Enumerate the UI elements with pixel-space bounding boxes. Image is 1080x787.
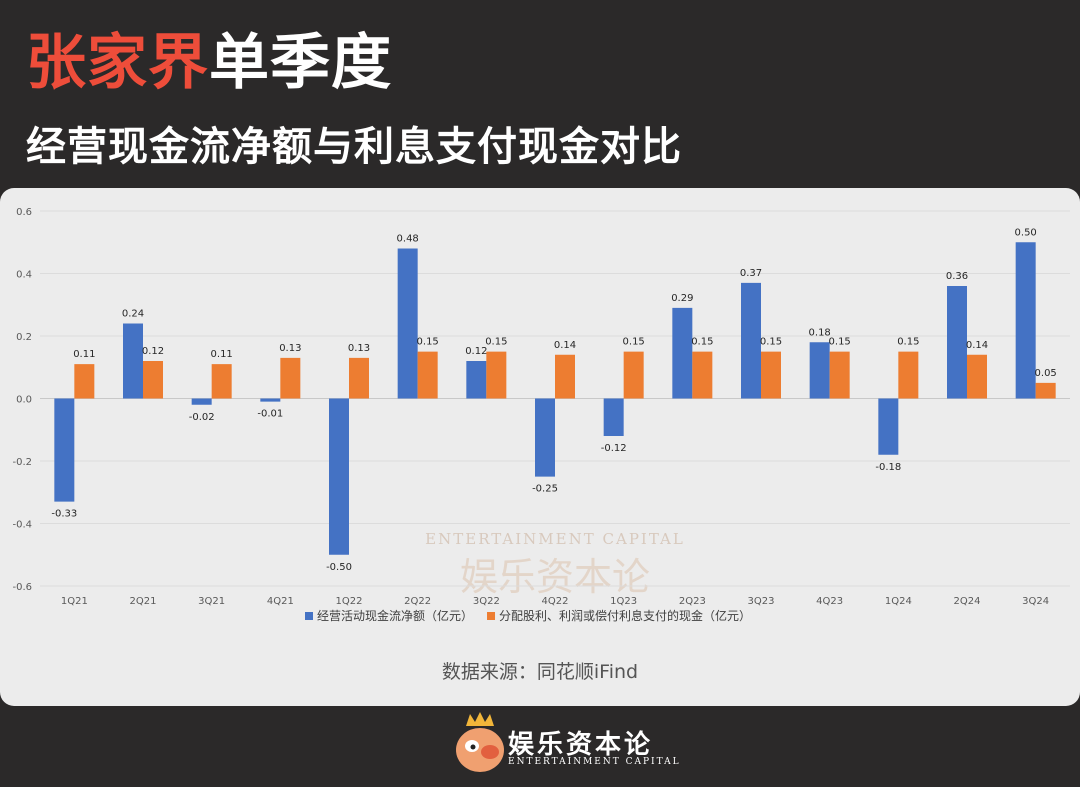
- bar-operating-cashflow: [329, 398, 349, 555]
- data-label: 0.11: [211, 349, 233, 360]
- data-label: -0.02: [189, 412, 215, 423]
- data-label: 0.15: [897, 337, 919, 348]
- data-label: -0.50: [326, 562, 352, 573]
- x-tick-label: 4Q23: [816, 596, 843, 607]
- data-label: 0.24: [122, 309, 144, 320]
- bar-operating-cashflow: [878, 398, 899, 455]
- x-tick-label: 2Q23: [679, 596, 706, 607]
- data-label: 0.12: [465, 346, 487, 357]
- data-label: 0.15: [485, 337, 507, 348]
- bar-interest-paid: [692, 351, 713, 399]
- bar-interest-paid: [555, 354, 575, 399]
- bar-operating-cashflow: [260, 398, 281, 402]
- bar-operating-cashflow: [123, 323, 143, 399]
- data-label: -0.01: [257, 409, 283, 420]
- header: 张家界单季度 经营现金流净额与利息支付现金对比: [26, 22, 681, 170]
- data-label: 0.15: [829, 337, 851, 348]
- bar-interest-paid: [761, 351, 781, 399]
- data-label: -0.18: [875, 462, 901, 473]
- footer-brand-sub: ENTERTAINMENT CAPITAL: [508, 757, 681, 767]
- bar-operating-cashflow: [397, 248, 418, 399]
- bar-interest-paid: [623, 351, 644, 399]
- bar-operating-cashflow: [947, 286, 967, 399]
- x-tick-label: 1Q24: [885, 596, 912, 607]
- y-tick-label: 0.0: [16, 395, 32, 406]
- x-tick-label: 2Q24: [954, 596, 981, 607]
- legend-swatch-operating: [305, 612, 313, 620]
- bar-interest-paid: [280, 357, 301, 399]
- bar-operating-cashflow: [535, 398, 555, 477]
- x-tick-label: 4Q22: [542, 596, 569, 607]
- title-period: 单季度: [209, 28, 392, 98]
- bar-operating-cashflow: [741, 282, 761, 399]
- data-label: 0.13: [279, 343, 301, 354]
- data-label: 0.13: [348, 343, 370, 354]
- x-tick-label: 2Q22: [404, 596, 431, 607]
- legend-swatch-interest: [487, 612, 496, 620]
- data-label: 0.15: [623, 337, 645, 348]
- watermark-cn: 娱乐资本论: [460, 555, 650, 599]
- bar-interest-paid: [898, 351, 919, 399]
- bar-operating-cashflow: [191, 398, 212, 405]
- bar-operating-cashflow: [54, 398, 75, 502]
- chart: ENTERTAINMENT CAPITAL 娱乐资本论 0.6 0.4 0.2 0.0 -0…: [12, 207, 1070, 623]
- data-label: -0.33: [51, 509, 77, 520]
- x-tick-label: 3Q23: [748, 596, 775, 607]
- bar-interest-paid: [74, 364, 95, 399]
- data-label: 0.37: [740, 268, 762, 279]
- x-tick-label: 2Q21: [130, 596, 157, 607]
- data-label: 0.18: [809, 327, 831, 338]
- bar-operating-cashflow: [603, 398, 624, 436]
- bar-operating-cashflow: [672, 307, 693, 399]
- x-tick-label: 3Q22: [473, 596, 500, 607]
- source-note: 数据来源：同花顺iFind: [441, 661, 639, 683]
- bar-interest-paid: [143, 361, 163, 399]
- legend-label-operating: 经营活动现金流净额（亿元）: [317, 608, 473, 623]
- data-label: 0.15: [691, 337, 713, 348]
- bar-interest-paid: [486, 351, 507, 399]
- data-label: -0.25: [532, 484, 558, 495]
- x-tick-label: 1Q21: [61, 596, 88, 607]
- chart-panel: ENTERTAINMENT CAPITAL 娱乐资本论 0.6 0.4 0.2 0.0 -0…: [0, 188, 1080, 706]
- data-label: 0.15: [760, 337, 782, 348]
- x-tick-label: 3Q24: [1022, 596, 1049, 607]
- data-label: 0.36: [946, 271, 968, 282]
- data-label: 0.14: [554, 340, 576, 351]
- bar-interest-paid: [829, 351, 850, 399]
- data-label: 0.15: [417, 337, 439, 348]
- y-tick-label: -0.2: [12, 457, 32, 468]
- data-label: 0.50: [1015, 227, 1037, 238]
- bar-operating-cashflow: [809, 342, 830, 399]
- data-label: 0.14: [966, 340, 988, 351]
- x-tick-label: 3Q21: [198, 596, 225, 607]
- bar-interest-paid: [349, 357, 369, 399]
- title-company: 张家界: [26, 28, 209, 98]
- data-label: 0.48: [397, 234, 419, 245]
- bar-operating-cashflow: [466, 361, 487, 399]
- page-subtitle: 经营现金流净额与利息支付现金对比: [26, 124, 682, 170]
- data-label: 0.12: [142, 346, 164, 357]
- footer-mascot-icon: [456, 712, 504, 772]
- bar-interest-paid: [417, 351, 438, 399]
- y-tick-label: 0.2: [16, 332, 32, 343]
- legend-label-interest: 分配股利、利润或偿付利息支付的现金（亿元）: [499, 608, 751, 623]
- data-label: -0.12: [601, 443, 627, 454]
- data-label: 0.05: [1035, 368, 1057, 379]
- bar-operating-cashflow: [1015, 242, 1036, 399]
- watermark-en: ENTERTAINMENT CAPITAL: [425, 530, 685, 548]
- bar-interest-paid: [1035, 382, 1056, 399]
- y-tick-label: -0.4: [12, 520, 32, 531]
- y-tick-label: -0.6: [12, 582, 32, 593]
- data-label: 0.11: [73, 349, 95, 360]
- y-tick-label: 0.4: [16, 270, 32, 281]
- data-label: 0.29: [671, 293, 693, 304]
- y-tick-label: 0.6: [16, 207, 32, 218]
- x-tick-label: 1Q23: [610, 596, 637, 607]
- x-tick-label: 4Q21: [267, 596, 294, 607]
- x-tick-label: 1Q22: [336, 596, 363, 607]
- bar-interest-paid: [967, 354, 987, 399]
- page-title: 张家界单季度: [26, 22, 392, 104]
- footer-brand-name: 娱乐资本论: [508, 730, 654, 760]
- bar-interest-paid: [211, 364, 232, 399]
